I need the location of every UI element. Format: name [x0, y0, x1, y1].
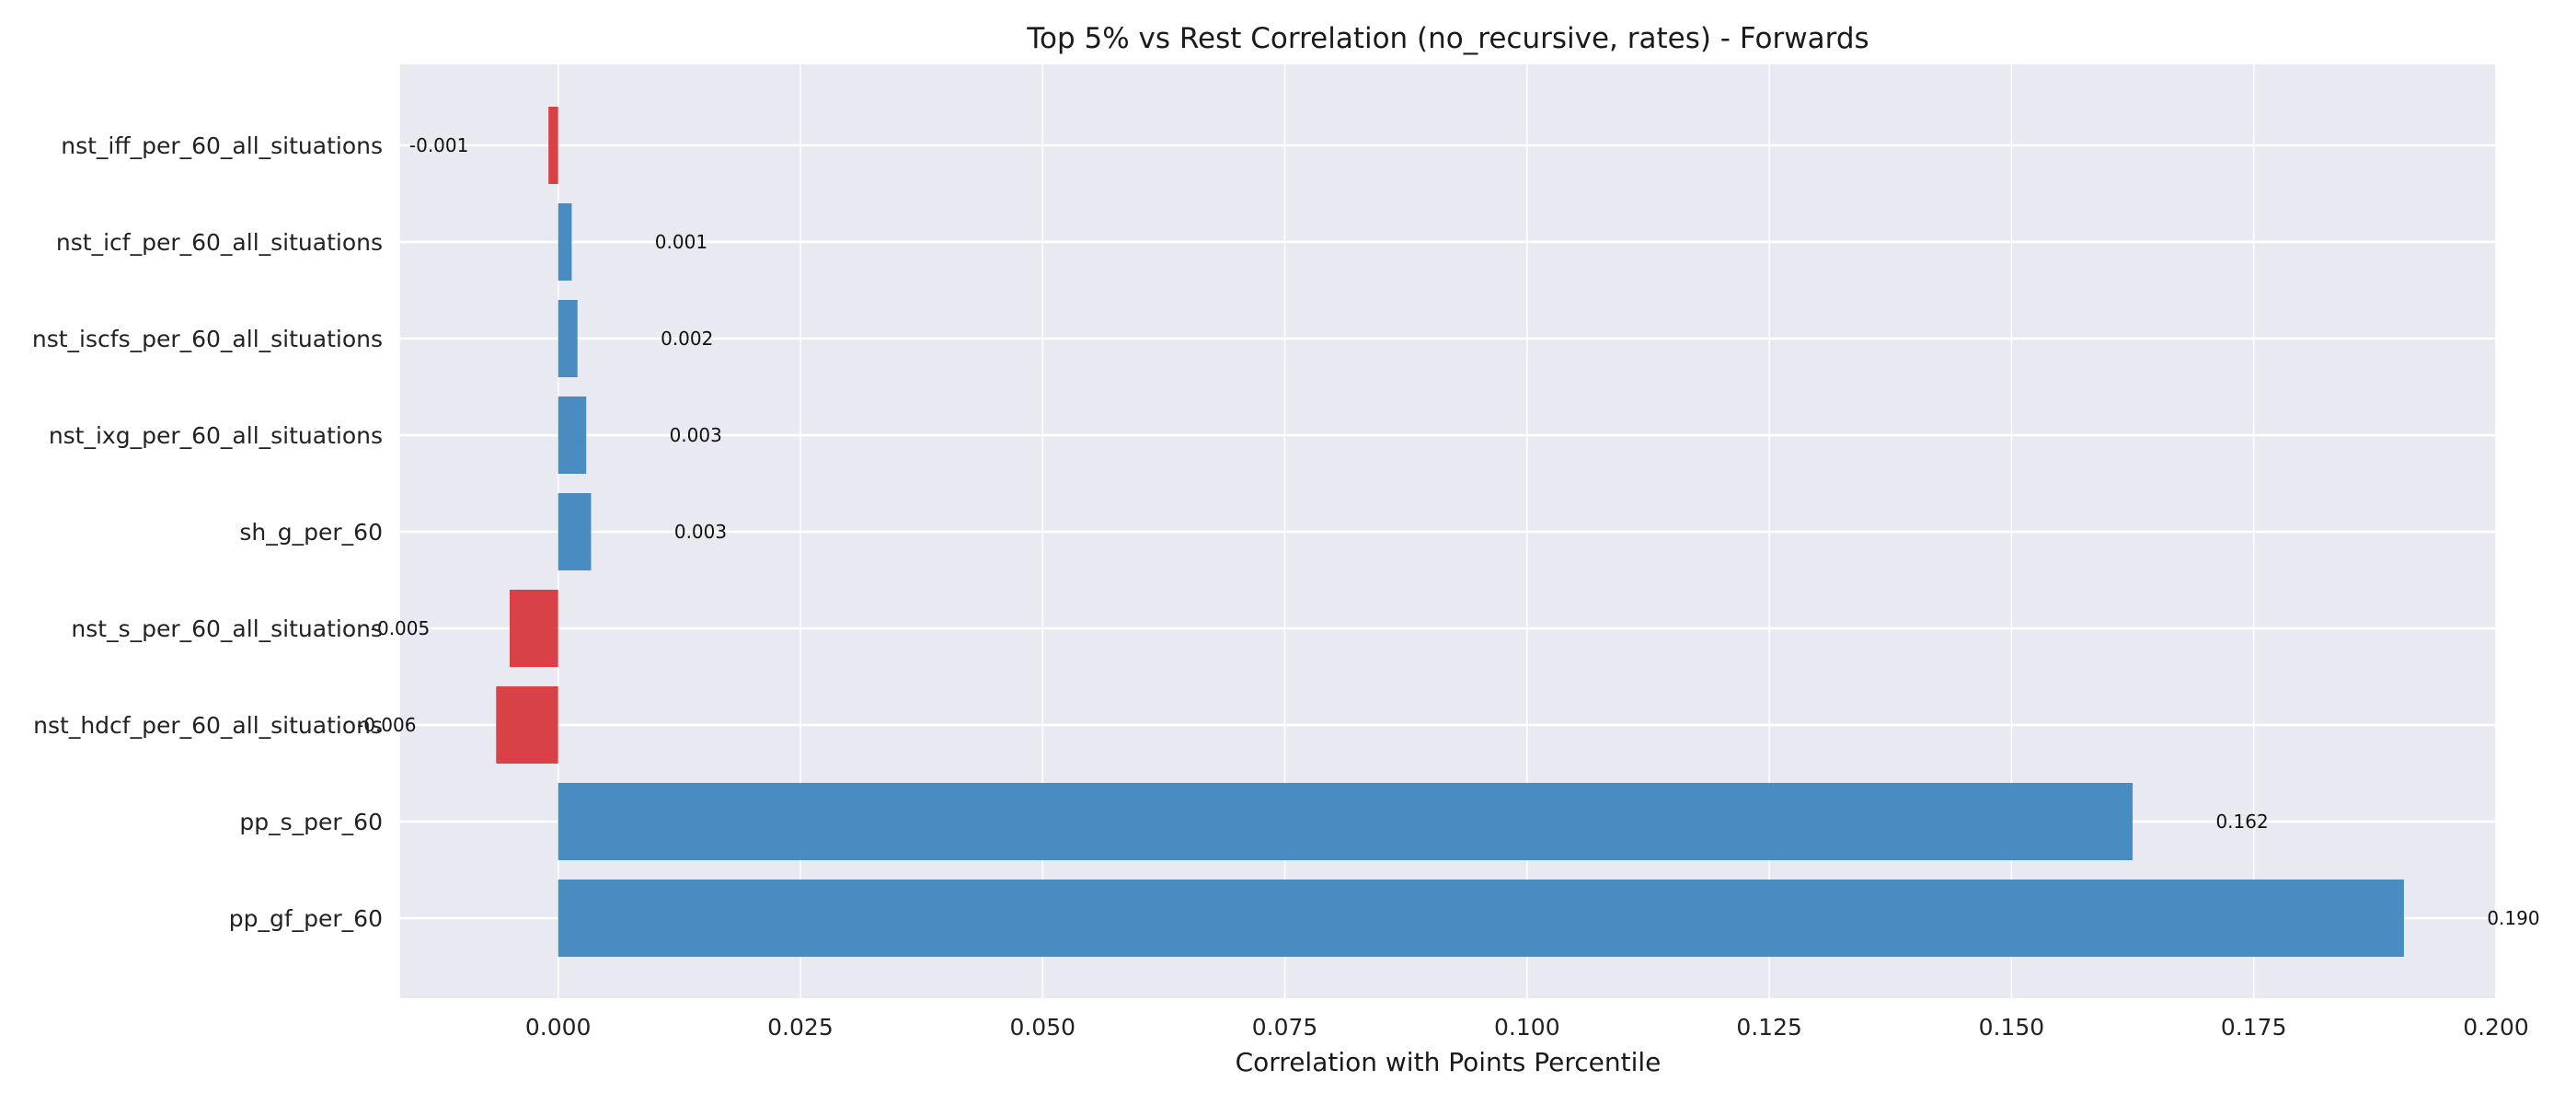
- data-label-nst_hdcf_per_60_all_situations: -0.006: [357, 714, 416, 736]
- grid-lines: [400, 64, 2497, 998]
- bar-nst_ixg_per_60_all_situations: [558, 397, 587, 474]
- x-tick-label: 0.150: [1979, 1014, 2045, 1041]
- y-tick-label: nst_iscfs_per_60_all_situations: [32, 326, 383, 352]
- data-label-sh_g_per_60: 0.003: [674, 521, 727, 543]
- y-tick-label: nst_iff_per_60_all_situations: [61, 132, 383, 159]
- x-axis-label: Correlation with Points Percentile: [1236, 1047, 1662, 1077]
- bar-pp_gf_per_60: [558, 880, 2404, 957]
- x-tick-label: 0.000: [525, 1014, 592, 1041]
- x-tick-labels: 0.000 0.025 0.050 0.075 0.100 0.125 0.150 0.175…: [525, 1014, 2529, 1041]
- bars: [496, 107, 2404, 957]
- bar-nst_iff_per_60_all_situations: [548, 107, 558, 184]
- x-tick-label: 0.025: [767, 1014, 834, 1041]
- data-labels: -0.001 0.001 0.002 0.003 0.003 -0.005 -0.006 0.…: [357, 134, 2540, 929]
- y-tick-label: nst_icf_per_60_all_situations: [56, 229, 383, 256]
- bar-nst_s_per_60_all_situations: [510, 590, 558, 667]
- y-tick-label: nst_hdcf_per_60_all_situations: [33, 712, 383, 739]
- y-tick-labels: nst_iff_per_60_all_situations nst_icf_per…: [32, 132, 383, 932]
- data-label-nst_iscfs_per_60_all_situations: 0.002: [661, 328, 713, 350]
- x-tick-label: 0.075: [1252, 1014, 1318, 1041]
- bar-nst_hdcf_per_60_all_situations: [496, 686, 558, 764]
- x-tick-label: 0.200: [2463, 1014, 2529, 1041]
- y-tick-label: nst_ixg_per_60_all_situations: [49, 422, 383, 449]
- x-tick-label: 0.050: [1009, 1014, 1075, 1041]
- bar-nst_icf_per_60_all_situations: [558, 203, 572, 281]
- data-label-nst_iff_per_60_all_situations: -0.001: [409, 134, 468, 156]
- y-tick-label: sh_g_per_60: [239, 519, 383, 546]
- bar-sh_g_per_60: [558, 493, 592, 570]
- x-tick-label: 0.125: [1736, 1014, 1802, 1041]
- x-tick-label: 0.175: [2221, 1014, 2287, 1041]
- data-label-nst_icf_per_60_all_situations: 0.001: [655, 231, 707, 253]
- bar-pp_s_per_60: [558, 783, 2133, 860]
- data-label-pp_gf_per_60: 0.190: [2487, 907, 2539, 929]
- y-tick-label: nst_s_per_60_all_situations: [71, 615, 383, 642]
- data-label-pp_s_per_60: 0.162: [2215, 811, 2268, 833]
- chart-title: Top 5% vs Rest Correlation (no_recursive…: [1026, 22, 1869, 55]
- x-tick-label: 0.100: [1494, 1014, 1560, 1041]
- bar-nst_iscfs_per_60_all_situations: [558, 300, 578, 377]
- data-label-nst_s_per_60_all_situations: -0.005: [371, 617, 430, 639]
- y-tick-label: pp_s_per_60: [239, 809, 383, 835]
- y-tick-label: pp_gf_per_60: [229, 905, 383, 932]
- data-label-nst_ixg_per_60_all_situations: 0.003: [670, 424, 722, 446]
